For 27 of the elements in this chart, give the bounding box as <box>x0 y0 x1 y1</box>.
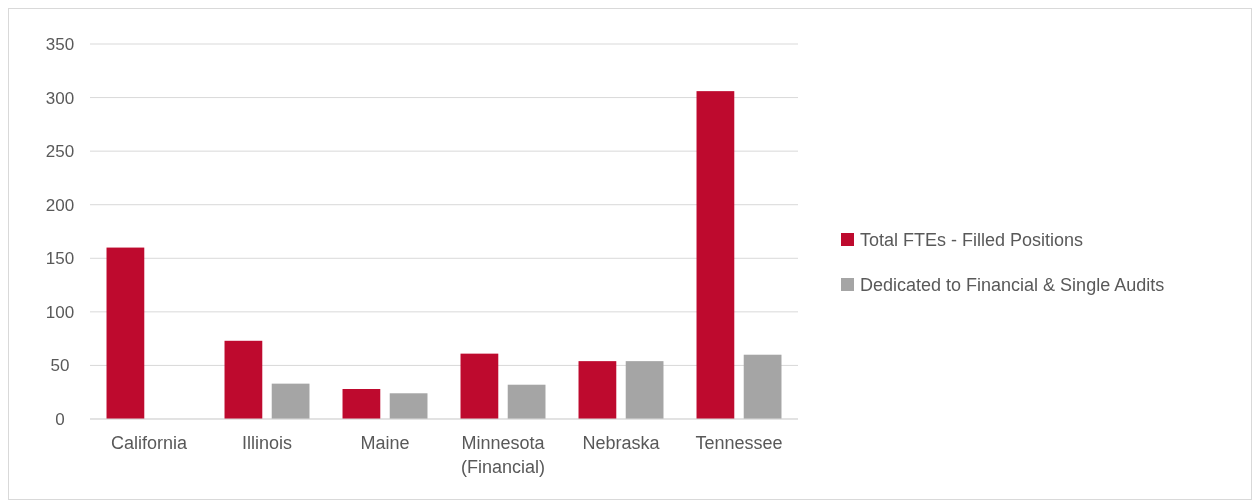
y-tick-label: 50 <box>50 356 70 376</box>
bar <box>342 389 381 419</box>
bar <box>625 361 664 419</box>
x-tick-label: Minnesota (Financial) <box>460 433 546 477</box>
x-tick-label: California <box>110 433 188 453</box>
bar <box>460 353 499 419</box>
y-tick-label: 350 <box>45 34 75 54</box>
x-tick-label: Maine <box>360 433 410 453</box>
y-tick-label: 300 <box>45 88 75 108</box>
bar <box>389 393 428 419</box>
bar <box>743 354 782 419</box>
x-tick-label: Illinois <box>241 433 293 453</box>
y-tick-label: 200 <box>45 195 75 215</box>
bar <box>224 340 263 419</box>
y-tick-label: 150 <box>45 249 75 269</box>
y-tick-label: 0 <box>55 409 65 429</box>
legend-label: Total FTEs - Filled Positions <box>860 230 1084 251</box>
bar <box>106 247 145 419</box>
y-tick-label: 250 <box>45 142 75 162</box>
bar <box>271 383 310 419</box>
bar <box>507 384 546 419</box>
bar <box>696 91 735 419</box>
x-tick-label: Tennessee <box>695 433 783 453</box>
x-tick-label: Nebraska <box>582 433 661 453</box>
bar <box>578 361 617 419</box>
legend-label: Dedicated to Financial & Single Audits <box>860 275 1165 296</box>
y-tick-label: 100 <box>45 302 75 322</box>
